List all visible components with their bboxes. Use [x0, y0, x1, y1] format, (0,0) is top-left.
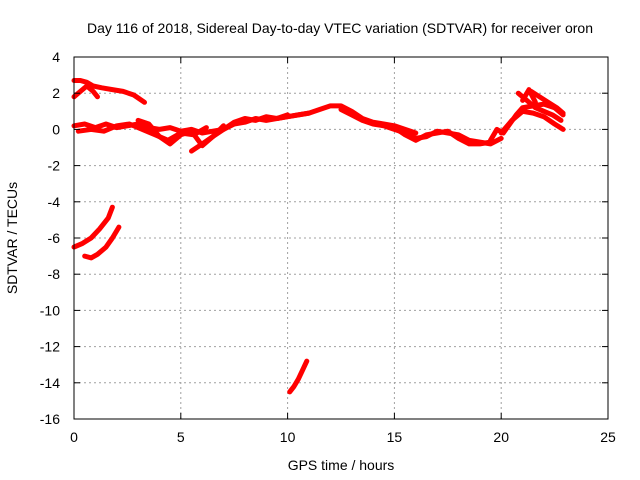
- x-tick-label: 25: [600, 429, 616, 445]
- y-tick-label: -8: [48, 266, 61, 282]
- x-tick-labels: 0 5 10 15 20 25: [70, 429, 616, 445]
- y-tick-label: 0: [52, 121, 60, 137]
- y-tick-label: -16: [40, 411, 60, 427]
- y-axis-title: SDTVAR / TECUs: [4, 182, 20, 294]
- x-tick-label: 10: [280, 429, 296, 445]
- y-tick-label: -10: [40, 302, 60, 318]
- y-tick-label: -14: [40, 375, 60, 391]
- series-arc-late-5: [528, 88, 566, 116]
- chart-title: Day 116 of 2018, Sidereal Day-to-day VTE…: [87, 20, 593, 36]
- x-tick-label: 5: [177, 429, 185, 445]
- y-tick-label: -6: [48, 230, 61, 246]
- y-tick-label: -2: [48, 158, 61, 174]
- series-arc-late-6: [520, 87, 538, 105]
- series-arc-neg6-a: [71, 204, 115, 250]
- x-axis-title: GPS time / hours: [288, 457, 395, 473]
- x-tick-label: 15: [387, 429, 403, 445]
- series-arc-main-4: [189, 112, 291, 154]
- y-tick-label: -4: [48, 194, 61, 210]
- series-arc-late-1: [391, 125, 493, 147]
- y-tick-labels: 4 2 0 -2 -4 -6 -8 -10 -12 -14 -16: [40, 49, 60, 427]
- series-arc-high-early: [71, 78, 147, 105]
- series-arc-late-3: [498, 108, 566, 136]
- y-tick-label: -12: [40, 339, 60, 355]
- series-arc-neg6-b: [82, 224, 122, 261]
- y-tick-label: 2: [52, 85, 60, 101]
- x-tick-label: 20: [493, 429, 509, 445]
- y-tick-label: 4: [52, 49, 60, 65]
- ticks: [73, 56, 609, 420]
- series-arc-neg14: [287, 358, 310, 395]
- series-arc-mid: [274, 103, 419, 136]
- x-tick-label: 0: [70, 429, 78, 445]
- series-layer: [71, 78, 566, 395]
